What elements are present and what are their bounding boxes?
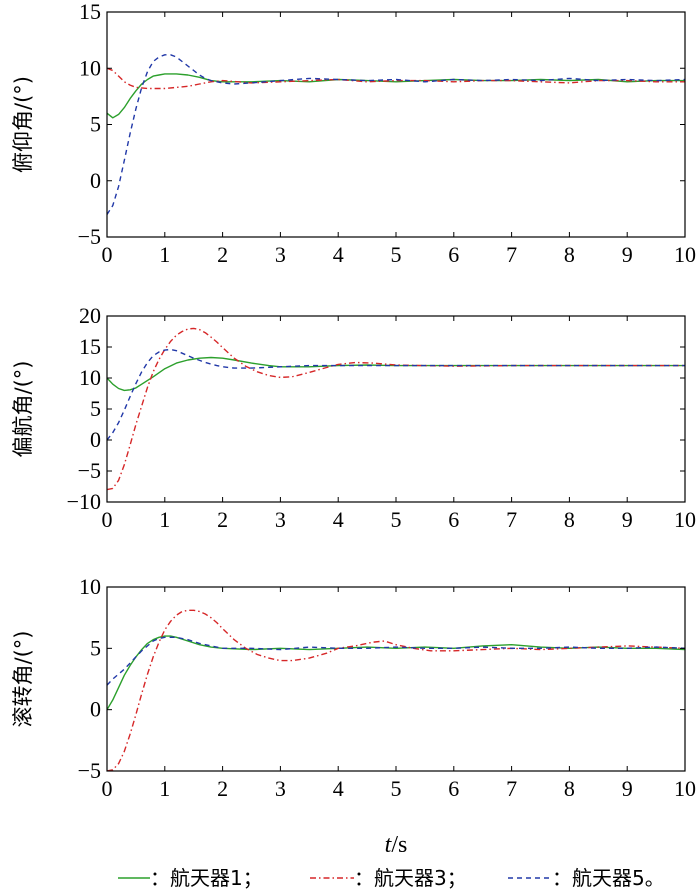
yaw-y-tick-label: −5 [78,458,101,483]
yaw-x-tick-label: 7 [506,507,517,532]
roll-x-tick-label: 6 [448,776,459,801]
roll-y-tick-label: 0 [90,697,101,722]
roll-series-line-2 [107,609,685,771]
roll-x-tick-label: 0 [102,776,113,801]
x-axis-label-unit: /s [391,832,407,858]
pitch-y-tick-label: −5 [78,224,101,249]
yaw-x-tick-label: 2 [217,507,228,532]
pitch-x-tick-label: 6 [448,242,459,267]
x-axis-label: t/s [385,832,408,858]
yaw-series-line-2 [107,327,685,491]
yaw-y-tick-label: 5 [90,396,101,421]
yaw-series-line-1 [107,356,685,392]
roll-x-tick-label: 10 [674,776,696,801]
roll-y-axis-label: 滚转角/(°) [11,631,35,728]
pitch-series-line-3 [107,54,685,215]
roll-x-tick-label: 3 [275,776,286,801]
pitch-y-tick-label: 15 [79,0,101,24]
yaw-x-tick-label: 6 [448,507,459,532]
roll-x-tick-label: 5 [391,776,402,801]
pitch-x-tick-label: 10 [674,242,696,267]
yaw-x-tick-label: 1 [159,507,170,532]
roll-y-tick-label: −5 [78,758,101,783]
pitch-x-tick-label: 5 [391,242,402,267]
roll-x-tick-label: 2 [217,776,228,801]
legend-label-3: ：航天器3； [354,866,467,890]
roll-plot-frame [106,586,686,772]
roll-x-tick-label: 8 [564,776,575,801]
pitch-y-tick-label: 10 [79,55,101,80]
yaw-y-tick-label: 20 [79,303,101,328]
roll-x-tick-label: 7 [506,776,517,801]
pitch-x-tick-label: 4 [333,242,344,267]
yaw-series-line-3 [107,348,685,441]
pitch-x-tick-label: 1 [159,242,170,267]
yaw-x-tick-label: 9 [622,507,633,532]
yaw-x-tick-label: 3 [275,507,286,532]
legend-label-1: ：航天器1； [150,866,263,890]
yaw-y-tick-label: 10 [79,365,101,390]
yaw-x-tick-label: 0 [102,507,113,532]
roll-y-tick-label: 5 [90,635,101,660]
legend-label-5: ：航天器5。 [552,866,665,890]
yaw-x-tick-label: 5 [391,507,402,532]
yaw-y-tick-label: 0 [90,427,101,452]
yaw-x-tick-label: 4 [333,507,344,532]
yaw-plot-frame [106,315,686,503]
pitch-x-tick-label: 9 [622,242,633,267]
pitch-x-tick-label: 2 [217,242,228,267]
roll-series-line-3 [107,636,685,686]
pitch-x-tick-label: 8 [564,242,575,267]
roll-x-tick-label: 9 [622,776,633,801]
yaw-x-tick-label: 8 [564,507,575,532]
pitch-y-tick-label: 0 [90,168,101,193]
yaw-y-tick-label: 15 [79,334,101,359]
pitch-y-tick-label: 5 [90,112,101,137]
pitch-x-tick-label: 3 [275,242,286,267]
pitch-series-line-2 [107,67,685,90]
yaw-y-tick-label: −10 [67,489,101,514]
roll-x-tick-label: 1 [159,776,170,801]
roll-x-tick-label: 4 [333,776,344,801]
pitch-x-tick-label: 0 [102,242,113,267]
yaw-x-tick-label: 10 [674,507,696,532]
yaw-y-axis-label: 偏航角/(°) [11,361,35,458]
x-axis-label-italic: t [385,832,393,858]
pitch-x-tick-label: 7 [506,242,517,267]
roll-y-tick-label: 10 [79,574,101,599]
pitch-y-axis-label: 俯仰角/(°) [11,76,35,173]
legend: ：航天器1； ：航天器3； ：航天器5。 [118,866,665,890]
pitch-plot-frame [106,11,686,238]
